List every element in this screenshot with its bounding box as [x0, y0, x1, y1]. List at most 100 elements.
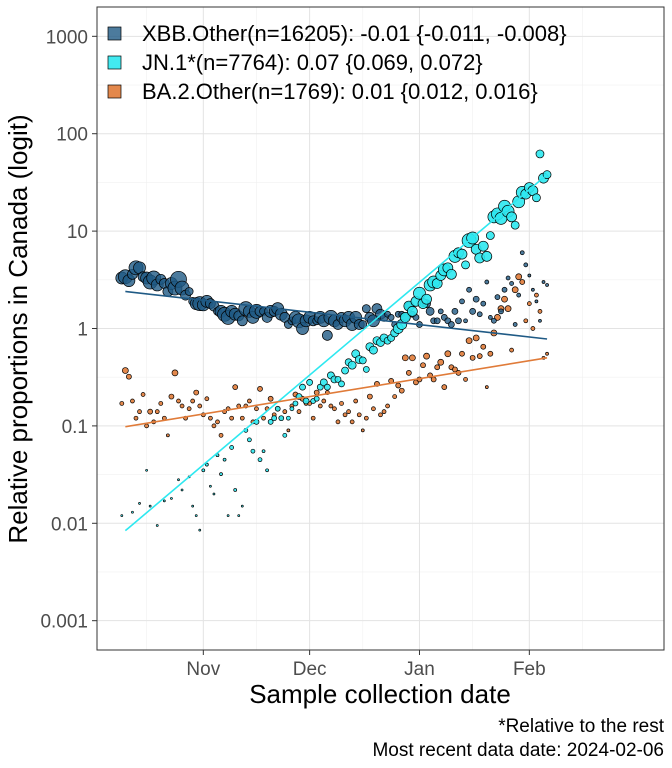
data-point: [247, 398, 252, 404]
data-point: [527, 273, 532, 278]
data-point: [472, 295, 480, 303]
data-point: [360, 428, 365, 433]
data-point: [138, 502, 141, 505]
data-point: [532, 193, 541, 203]
data-point: [401, 354, 409, 362]
data-point: [505, 275, 511, 281]
data-point: [194, 514, 198, 517]
data-point: [519, 279, 526, 285]
data-point: [363, 415, 369, 421]
data-point: [545, 351, 549, 356]
data-point: [480, 343, 487, 350]
fit-layer: [124, 174, 548, 532]
data-point: [430, 376, 437, 383]
data-point: [480, 300, 487, 307]
data-point: [229, 445, 235, 450]
data-point: [332, 406, 337, 412]
data-point: [358, 356, 367, 365]
data-point: [421, 293, 432, 305]
data-point: [271, 415, 278, 422]
data-point: [407, 305, 418, 317]
y-tick-label: 0.01: [51, 514, 88, 535]
data-point: [120, 514, 124, 517]
data-point: [323, 383, 331, 391]
legend-label-0: XBB.Other(n=16205): -0.01 {-0.011, -0.00…: [142, 21, 567, 46]
data-point: [147, 408, 154, 415]
data-point: [286, 428, 291, 433]
data-point: [158, 401, 164, 406]
data-point: [506, 211, 517, 223]
data-point: [302, 397, 310, 405]
data-point: [339, 401, 344, 406]
grid-major: [97, 7, 664, 650]
data-point: [433, 317, 441, 325]
data-point: [335, 419, 341, 425]
data-point: [184, 287, 194, 296]
data-point: [484, 385, 489, 389]
series-2: [119, 273, 549, 438]
series-0: [115, 250, 549, 341]
data-point: [437, 308, 444, 315]
data-point: [476, 311, 483, 318]
x-tick-label: Nov: [186, 659, 220, 680]
data-point: [534, 292, 539, 298]
data-point: [306, 378, 313, 386]
data-point: [367, 393, 373, 400]
data-point: [409, 354, 416, 362]
data-point: [145, 468, 148, 472]
data-point: [459, 298, 465, 305]
data-point: [197, 403, 203, 409]
fit-line-2: [125, 357, 548, 428]
data-point: [212, 492, 216, 496]
data-point: [229, 415, 235, 421]
data-point: [465, 337, 473, 345]
data-point: [321, 398, 327, 404]
data-point: [201, 468, 206, 473]
data-point: [469, 307, 476, 315]
data-point: [267, 395, 274, 402]
data-point: [250, 448, 256, 454]
data-point: [444, 350, 452, 358]
data-point: [239, 415, 245, 421]
data-point: [476, 353, 483, 360]
data-point: [452, 366, 458, 373]
data-point: [282, 432, 288, 438]
legend-label-2: BA.2.Other(n=1769): 0.01 {0.012, 0.016}: [142, 79, 538, 104]
legend: XBB.Other(n=16205): -0.01 {-0.011, -0.00…: [107, 21, 567, 104]
data-point: [261, 415, 266, 421]
data-point: [398, 387, 405, 394]
data-point: [316, 383, 324, 391]
data-point: [274, 405, 281, 412]
data-point: [378, 412, 383, 418]
data-point: [481, 251, 493, 262]
data-point: [209, 484, 212, 488]
data-point: [362, 366, 370, 373]
data-point: [236, 315, 248, 327]
data-point: [222, 457, 227, 462]
data-point: [289, 406, 295, 412]
data-point: [472, 334, 480, 342]
data-point: [515, 273, 523, 281]
data-point: [349, 419, 355, 425]
data-point: [237, 514, 241, 517]
data-point: [170, 497, 173, 500]
data-point: [358, 320, 368, 329]
data-point: [218, 432, 224, 438]
data-point: [211, 423, 217, 429]
data-point: [504, 305, 512, 312]
data-point: [140, 392, 146, 397]
caption-note: *Relative to the rest: [498, 716, 665, 737]
data-point: [317, 403, 323, 409]
data-point: [516, 292, 522, 298]
data-point: [381, 409, 387, 415]
data-point: [387, 314, 395, 321]
data-point: [171, 369, 179, 377]
data-point: [531, 287, 535, 292]
data-point: [321, 330, 333, 341]
data-point: [313, 389, 320, 396]
data-point: [491, 317, 497, 324]
legend-key-2: [107, 84, 122, 99]
data-point: [328, 403, 334, 409]
data-point: [261, 449, 266, 454]
data-point: [265, 468, 269, 473]
